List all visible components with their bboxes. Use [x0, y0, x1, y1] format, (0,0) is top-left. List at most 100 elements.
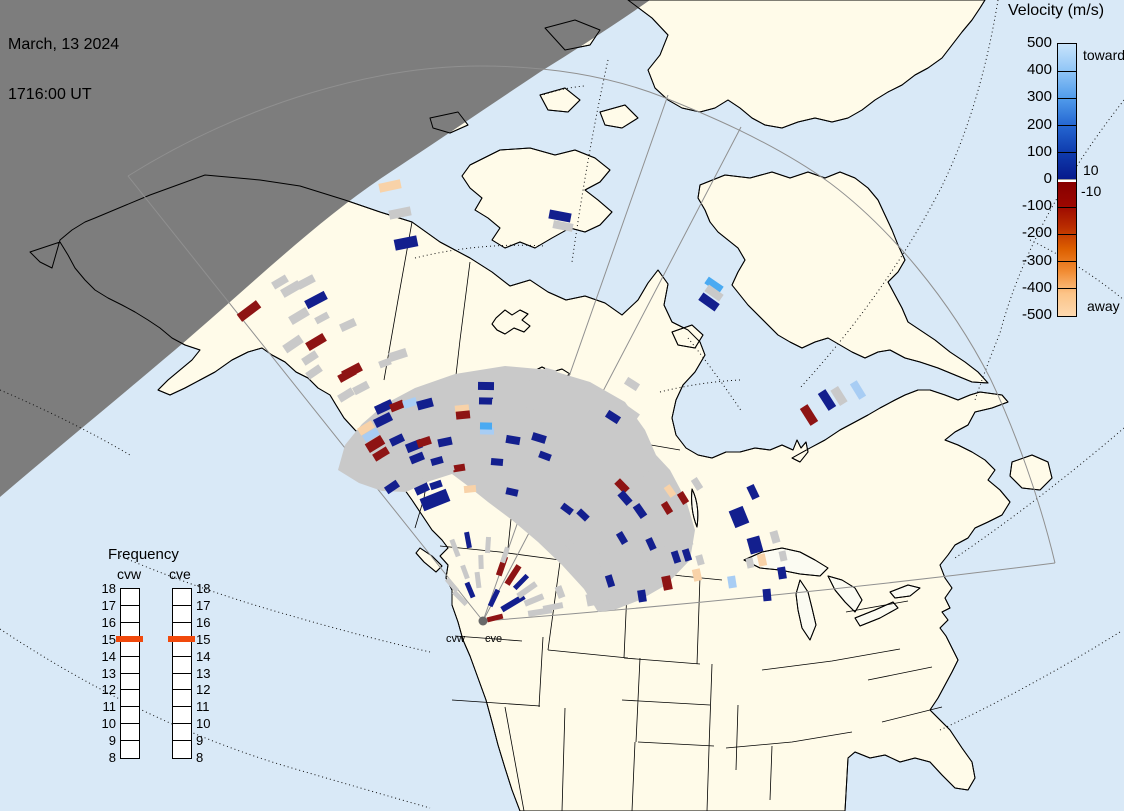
velocity-cell	[271, 274, 289, 290]
velocity-cell	[661, 575, 673, 591]
frequency-bar-cell-line	[173, 621, 191, 623]
timestamp-time: 1716:00 UT	[8, 85, 92, 103]
lake-ontario	[889, 584, 921, 599]
colorbar-tick	[1058, 97, 1076, 99]
timestamp-date: March, 13 2024	[8, 35, 120, 53]
velocity-cell	[695, 554, 705, 566]
velocity-cell	[594, 553, 606, 567]
velocity-cell	[769, 530, 781, 544]
velocity-cell	[393, 235, 419, 251]
colorbar-away-gradient	[1058, 182, 1076, 316]
frequency-bar-cell-line	[173, 689, 191, 691]
frequency-tick-label: 15	[101, 631, 116, 647]
velocity-cell	[645, 537, 657, 551]
frequency-tick-label: 15	[196, 631, 211, 647]
velocity-cell	[490, 457, 504, 467]
frequency-tick-label: 18	[101, 581, 116, 596]
colorbar-zero-band	[1058, 179, 1076, 183]
velocity-cell	[538, 450, 552, 462]
colorbar-toward-gradient	[1058, 44, 1076, 179]
velocity-cell	[654, 538, 666, 552]
frequency-bar-cell-line	[173, 655, 191, 657]
velocity-cell	[523, 593, 545, 607]
frequency-bar-cell-line	[173, 740, 191, 742]
frequency-bar-cell-line	[121, 740, 139, 742]
frequency-tick-label: 14	[101, 648, 116, 664]
velocity-cell	[745, 557, 755, 569]
velocity-cell	[282, 334, 304, 354]
velocity-cell	[704, 276, 724, 294]
lake-superior	[743, 547, 829, 577]
velocity-cell	[614, 478, 630, 494]
velocity-cell	[486, 613, 504, 623]
velocity-cell	[455, 410, 471, 420]
colorbar-tick	[1058, 233, 1076, 235]
velocity-cell	[799, 404, 819, 426]
newfoundland	[1009, 454, 1053, 491]
frequency-tick-label: 10	[101, 716, 116, 732]
frequency-tick-label: 13	[196, 665, 211, 681]
arctic-island	[429, 111, 469, 134]
velocity-cell	[416, 397, 434, 411]
velocity-cell	[378, 357, 392, 369]
velocity-tick-label: -300	[1021, 251, 1052, 269]
velocity-cell	[563, 538, 577, 552]
frequency-col-cve: cve	[169, 566, 191, 582]
velocity-cell	[681, 548, 693, 562]
velocity-cell	[621, 563, 633, 577]
away-label: away	[1087, 298, 1120, 314]
velocity-cell	[505, 434, 521, 446]
frequency-tick-label: 12	[196, 682, 211, 698]
frequency-col-cvw: cvw	[117, 566, 142, 582]
frequency-tick-label: 12	[101, 682, 116, 698]
upper-threshold-label: 10	[1083, 162, 1099, 178]
colorbar-tick	[1058, 70, 1076, 72]
velocity-cell	[413, 482, 431, 496]
frequency-bar-cell-line	[121, 723, 139, 725]
velocity-legend-title: Velocity (m/s)	[1008, 2, 1105, 19]
velocity-cell	[419, 488, 451, 512]
toward-label: toward	[1083, 47, 1124, 63]
frequency-tick-label: 16	[101, 614, 116, 630]
velocity-cell	[531, 432, 547, 444]
frequency-bar-cell-line	[173, 672, 191, 674]
colorbar-tick	[1058, 206, 1076, 208]
velocity-cell	[441, 463, 455, 473]
velocity-cell	[314, 311, 330, 325]
velocity-cell	[411, 468, 429, 482]
velocity-cell	[639, 551, 651, 563]
velocity-cell	[378, 179, 402, 193]
velocity-cell	[388, 433, 406, 447]
velocity-cell	[430, 455, 444, 467]
colorbar-tick	[1058, 152, 1076, 154]
velocity-cell	[383, 479, 401, 495]
velocity-cell	[504, 564, 522, 586]
frequency-bar-cell-line	[121, 621, 139, 623]
velocity-cell	[444, 577, 460, 593]
velocity-cell	[617, 490, 633, 506]
velocity-colorbar	[1057, 43, 1077, 317]
velocity-cell	[560, 502, 574, 516]
velocity-cell	[637, 589, 647, 603]
colorbar-tick	[1058, 288, 1076, 290]
velocity-cell	[641, 469, 655, 483]
velocity-cell	[690, 477, 704, 491]
arctic-island	[539, 87, 581, 113]
velocity-cell	[451, 589, 469, 607]
velocity-cell	[746, 535, 764, 555]
velocity-cell	[505, 487, 519, 497]
velocity-cell	[778, 550, 788, 562]
radar-site-dot	[478, 616, 488, 626]
frequency-tick-label: 11	[102, 699, 117, 715]
velocity-cell	[500, 593, 526, 613]
velocity-cell	[676, 491, 690, 505]
lake-michigan	[795, 579, 817, 641]
coastline-overlay	[29, 0, 1053, 811]
velocity-cell	[727, 575, 737, 589]
velocity-cell	[337, 387, 355, 403]
velocity-cell	[682, 533, 694, 547]
velocity-cell	[474, 571, 482, 589]
velocity-cell	[429, 479, 443, 491]
frequency-tick-label: 17	[196, 597, 211, 613]
